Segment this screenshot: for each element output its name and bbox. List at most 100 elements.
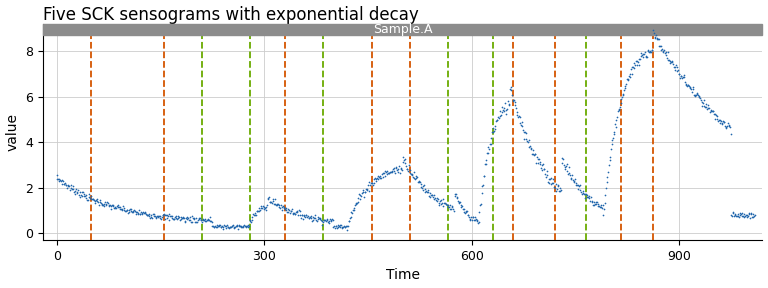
Point bbox=[525, 145, 538, 150]
Point bbox=[134, 212, 147, 217]
Point bbox=[521, 137, 533, 141]
Point bbox=[558, 162, 570, 167]
Point bbox=[624, 72, 637, 77]
Point bbox=[603, 162, 615, 167]
Point bbox=[675, 74, 687, 79]
Point bbox=[243, 224, 255, 229]
Point bbox=[480, 158, 492, 162]
Point bbox=[127, 209, 140, 213]
Point bbox=[743, 212, 755, 217]
Point bbox=[690, 93, 702, 97]
Point bbox=[697, 97, 710, 102]
Point bbox=[450, 192, 462, 196]
Point bbox=[52, 176, 65, 181]
Point bbox=[68, 189, 81, 193]
Point bbox=[567, 177, 579, 182]
Point bbox=[737, 214, 750, 219]
Point bbox=[406, 172, 419, 177]
Point bbox=[563, 171, 575, 175]
Point bbox=[584, 195, 597, 199]
Point bbox=[549, 189, 561, 193]
Point bbox=[426, 193, 439, 197]
Point bbox=[592, 204, 604, 208]
Point bbox=[93, 202, 105, 207]
Point bbox=[719, 124, 731, 128]
Point bbox=[608, 130, 621, 135]
Point bbox=[340, 227, 353, 232]
Point bbox=[577, 191, 589, 196]
Point bbox=[536, 163, 548, 168]
Point bbox=[161, 216, 174, 221]
Point bbox=[598, 206, 610, 211]
Point bbox=[234, 224, 247, 229]
Point bbox=[620, 82, 632, 86]
Point bbox=[495, 113, 507, 118]
Point bbox=[124, 206, 136, 211]
Point bbox=[234, 225, 247, 229]
Point bbox=[129, 209, 141, 213]
Point bbox=[148, 212, 161, 217]
Point bbox=[578, 192, 591, 196]
Point bbox=[374, 174, 386, 178]
Point bbox=[588, 202, 601, 207]
Point bbox=[539, 172, 551, 176]
Point bbox=[650, 33, 662, 37]
Point bbox=[697, 101, 709, 106]
Point bbox=[443, 204, 455, 209]
Point bbox=[448, 209, 460, 213]
Point bbox=[80, 193, 92, 198]
Point bbox=[94, 200, 106, 204]
Point bbox=[706, 109, 718, 113]
Point bbox=[151, 215, 163, 220]
Point bbox=[586, 200, 598, 205]
Point bbox=[190, 215, 202, 220]
Point bbox=[511, 113, 523, 117]
Point bbox=[217, 226, 230, 231]
Point bbox=[736, 210, 748, 215]
Point bbox=[451, 195, 463, 200]
Point bbox=[180, 217, 193, 221]
Point bbox=[200, 219, 212, 223]
Point bbox=[581, 194, 594, 199]
Point bbox=[584, 199, 596, 203]
Point bbox=[76, 190, 88, 194]
Point bbox=[500, 111, 512, 116]
Point bbox=[475, 190, 488, 195]
Point bbox=[359, 190, 371, 194]
Point bbox=[390, 165, 402, 170]
Point bbox=[97, 203, 109, 207]
Point bbox=[351, 201, 363, 206]
Point bbox=[352, 200, 364, 204]
Point bbox=[81, 197, 93, 202]
Point bbox=[283, 210, 295, 215]
Point bbox=[276, 204, 288, 209]
Point bbox=[74, 194, 86, 199]
Point bbox=[207, 223, 219, 228]
Point bbox=[197, 218, 209, 223]
Point bbox=[172, 214, 184, 219]
Point bbox=[277, 204, 290, 209]
Point bbox=[598, 201, 611, 205]
Point bbox=[386, 168, 398, 173]
Point bbox=[146, 216, 158, 220]
Point bbox=[456, 204, 468, 209]
Point bbox=[296, 213, 308, 217]
Point bbox=[295, 216, 307, 221]
Point bbox=[619, 86, 631, 91]
Point bbox=[612, 107, 624, 112]
Point bbox=[233, 223, 246, 227]
Point bbox=[255, 204, 267, 208]
Point bbox=[395, 165, 407, 170]
Point bbox=[575, 190, 588, 195]
Point bbox=[94, 197, 107, 202]
Point bbox=[472, 221, 484, 225]
Point bbox=[468, 217, 480, 222]
Point bbox=[189, 220, 201, 224]
Point bbox=[346, 210, 358, 215]
Point bbox=[438, 201, 450, 206]
Point bbox=[338, 223, 350, 228]
Point bbox=[589, 202, 601, 206]
Point bbox=[583, 194, 595, 198]
Point bbox=[247, 215, 259, 219]
Point bbox=[321, 217, 333, 221]
